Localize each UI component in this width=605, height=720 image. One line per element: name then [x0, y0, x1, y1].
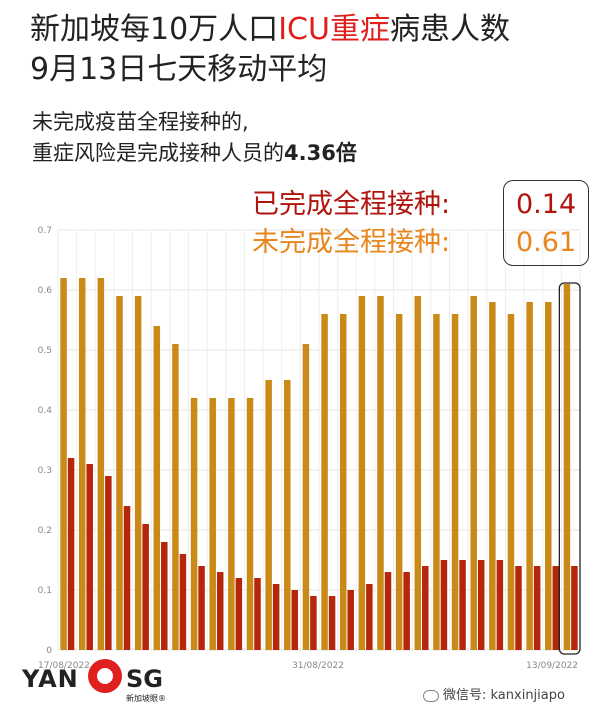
- bar-vaccinated: [328, 596, 336, 650]
- logo-text-cn: 新加坡眼®: [126, 694, 166, 703]
- bar-vaccinated: [105, 476, 112, 650]
- bar-vaccinated: [179, 554, 187, 650]
- bar-vaccinated: [216, 572, 224, 650]
- y-tick-label: 0.5: [38, 346, 52, 356]
- bar-unvaccinated: [545, 302, 552, 650]
- y-tick-label: 0.3: [38, 466, 52, 476]
- bar-unvaccinated: [228, 398, 235, 650]
- bar-unvaccinated: [507, 314, 515, 650]
- bar-unvaccinated: [470, 296, 477, 650]
- bar-unvaccinated: [339, 314, 347, 650]
- bar-vaccinated: [384, 572, 392, 650]
- logo-text-sg: SG: [126, 665, 163, 693]
- latest-day-highlight: [558, 282, 581, 655]
- logo-q-icon: [88, 659, 122, 693]
- bar-vaccinated: [310, 596, 317, 650]
- x-tick-label: 13/09/2022: [526, 661, 578, 671]
- y-tick-label: 0.7: [38, 226, 52, 236]
- logo-text-yan: YAN: [22, 665, 79, 693]
- bar-vaccinated: [533, 566, 541, 650]
- bar-vaccinated: [403, 572, 410, 650]
- bar-vaccinated: [161, 542, 168, 650]
- bar-unvaccinated: [153, 326, 161, 650]
- subtitle-line1: 未完成疫苗全程接种的,: [32, 110, 249, 134]
- bar-unvaccinated: [395, 314, 403, 650]
- subtitle: 未完成疫苗全程接种的, 重症风险是完成接种人员的4.36倍: [32, 107, 357, 169]
- title-line1-part-b: 病患人数: [389, 12, 510, 47]
- bar-vaccinated: [235, 578, 243, 650]
- bar-vaccinated: [123, 506, 131, 650]
- bar-unvaccinated: [134, 296, 142, 650]
- title-line1-part-a: 新加坡每10万人口: [30, 12, 279, 47]
- bar-unvaccinated: [172, 344, 179, 650]
- legend-vaccinated-label: 已完成全程接种:: [252, 189, 451, 220]
- bar-vaccinated: [477, 560, 485, 650]
- bar-vaccinated: [459, 560, 466, 650]
- bar-unvaccinated: [414, 296, 422, 650]
- bar-vaccinated: [86, 464, 93, 650]
- bar-unvaccinated: [209, 398, 216, 650]
- title-line2: 9月13日七天移动平均: [30, 52, 328, 87]
- bar-unvaccinated: [433, 314, 440, 650]
- y-tick-label: 0: [46, 646, 52, 656]
- risk-multiplier: 4.36倍: [284, 141, 357, 165]
- bar-unvaccinated: [563, 284, 571, 650]
- legend-unvaccinated-label: 未完成全程接种:: [252, 227, 451, 258]
- bar-vaccinated: [272, 584, 280, 650]
- bar-unvaccinated: [190, 398, 198, 650]
- bar-unvaccinated: [265, 380, 272, 650]
- value-box: [503, 180, 589, 266]
- bar-unvaccinated: [377, 296, 384, 650]
- legend-vaccinated-value: 0.14: [516, 189, 577, 220]
- bar-unvaccinated: [284, 380, 291, 650]
- bar-vaccinated: [142, 524, 149, 650]
- bar-unvaccinated: [451, 314, 459, 650]
- bar-vaccinated: [198, 566, 205, 650]
- bar-unvaccinated: [526, 302, 533, 650]
- y-tick-label: 0.2: [38, 526, 52, 536]
- bar-vaccinated: [440, 560, 448, 650]
- bar-vaccinated: [291, 590, 299, 650]
- bar-unvaccinated: [78, 278, 86, 650]
- bar-vaccinated: [422, 566, 429, 650]
- bar-unvaccinated: [321, 314, 328, 650]
- y-tick-label: 0.4: [38, 406, 53, 416]
- wechat-id-text: 微信号: kanxinjiapo: [443, 688, 565, 703]
- bar-unvaccinated: [246, 398, 254, 650]
- legend-unvaccinated-value: 0.61: [516, 227, 577, 258]
- bar-vaccinated: [496, 560, 504, 650]
- bar-vaccinated: [366, 584, 373, 650]
- y-tick-label: 0.1: [38, 586, 52, 596]
- subtitle-line2: 重症风险是完成接种人员的: [32, 141, 284, 165]
- bar-vaccinated: [571, 566, 578, 650]
- chart-title: 新加坡每10万人口ICU重症病患人数 9月13日七天移动平均: [30, 10, 510, 90]
- bar-unvaccinated: [489, 302, 496, 650]
- bar-unvaccinated: [116, 296, 123, 650]
- y-tick-label: 0.6: [38, 286, 53, 296]
- x-tick-label: 17/08/2022: [38, 661, 90, 671]
- bar-vaccinated: [254, 578, 261, 650]
- wechat-icon: [423, 689, 439, 702]
- bar-unvaccinated: [60, 278, 67, 650]
- bar-unvaccinated: [358, 296, 366, 650]
- title-line1-highlight: ICU重症: [278, 12, 390, 47]
- wechat-id: 微信号: kanxinjiapo: [423, 684, 565, 703]
- x-tick-label: 31/08/2022: [292, 661, 344, 671]
- bar-unvaccinated: [97, 278, 105, 650]
- bar-vaccinated: [67, 458, 75, 650]
- bar-vaccinated: [515, 566, 522, 650]
- bar-vaccinated: [347, 590, 354, 650]
- bar-unvaccinated: [302, 344, 310, 650]
- bar-vaccinated: [552, 566, 560, 650]
